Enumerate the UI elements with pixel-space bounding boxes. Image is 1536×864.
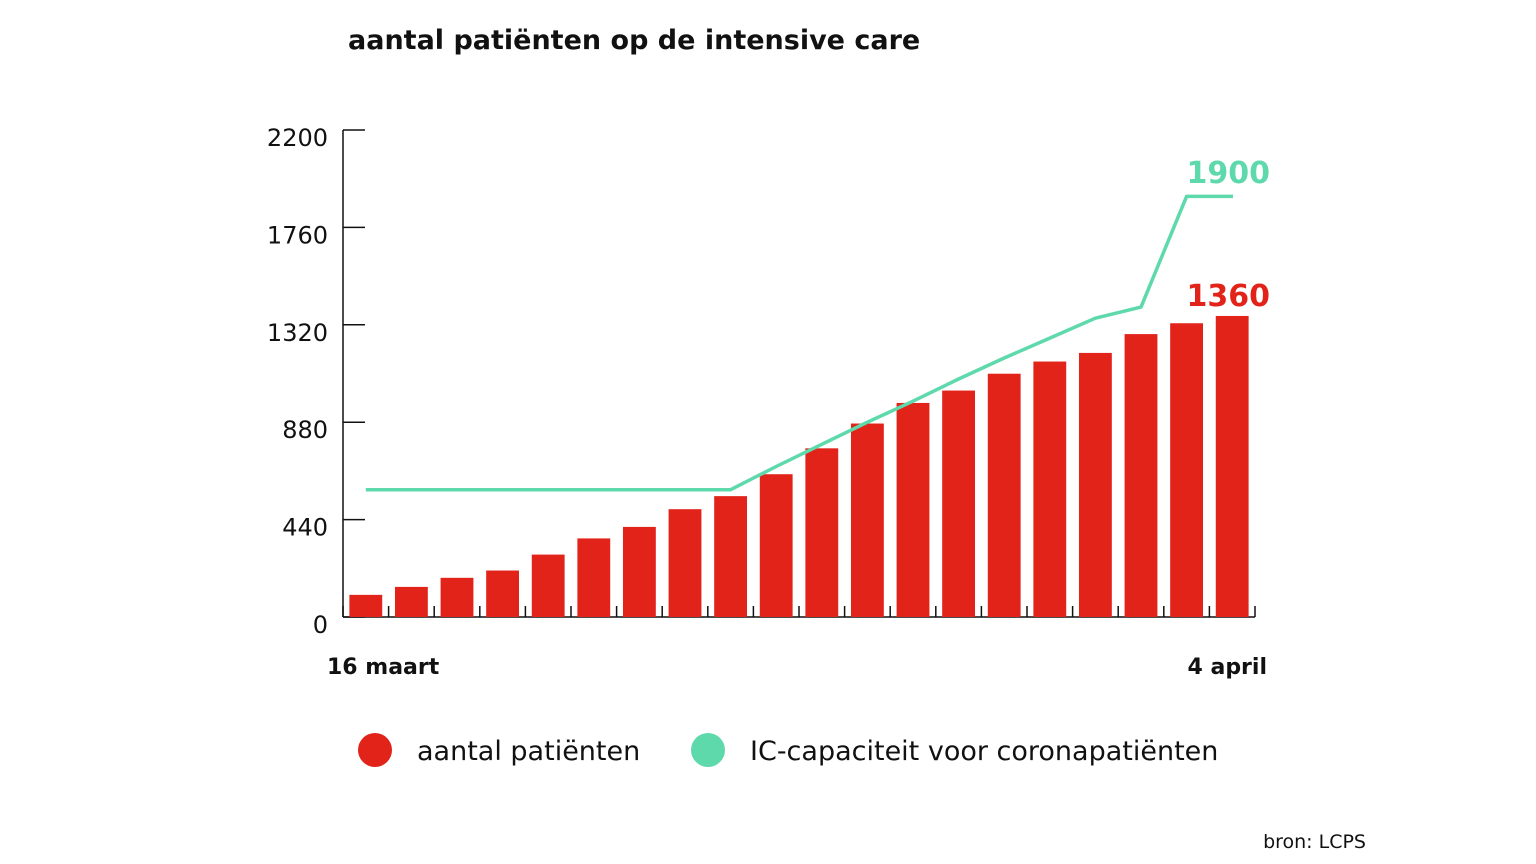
x-end-label: 4 april <box>1188 655 1268 680</box>
bar <box>1170 323 1204 617</box>
legend-bar-label: aantal patiënten <box>417 736 640 767</box>
x-start-label: 16 maart <box>327 655 440 680</box>
legend-line-marker <box>691 733 725 767</box>
bar <box>577 538 611 617</box>
bar <box>622 526 656 617</box>
y-tick-labels: 0 440 880 1320 1760 2200 <box>267 124 328 639</box>
y-tick-label: 2200 <box>267 124 328 152</box>
x-axis <box>342 606 1256 618</box>
y-tick-label: 1760 <box>267 221 328 249</box>
bar <box>1033 361 1067 617</box>
y-axis <box>342 129 365 618</box>
bar-end-label: 1360 <box>1187 279 1271 314</box>
y-tick-label: 0 <box>313 611 328 639</box>
source-label: bron: LCPS <box>1263 831 1366 853</box>
bars <box>349 315 1249 617</box>
bar <box>440 577 474 617</box>
y-tick-label: 440 <box>282 514 328 542</box>
bar <box>942 390 976 617</box>
capacity-line <box>365 194 1233 492</box>
bar <box>896 402 930 617</box>
legend-bar-marker <box>358 733 392 767</box>
bar <box>531 554 565 617</box>
capacity-series-line <box>365 194 1233 492</box>
bar <box>805 448 839 617</box>
y-tick-label: 880 <box>282 416 328 444</box>
bar <box>349 594 383 617</box>
bar <box>1078 352 1112 617</box>
y-tick-label: 1320 <box>267 319 328 347</box>
line-end-label: 1900 <box>1187 156 1271 191</box>
bar <box>668 509 702 617</box>
bar <box>714 496 748 617</box>
bar <box>1215 315 1249 617</box>
chart-title: aantal patiënten op de intensive care <box>348 25 920 56</box>
bar <box>759 474 793 617</box>
legend-line-label: IC-capaciteit voor coronapatiënten <box>750 736 1218 767</box>
bar <box>486 570 520 617</box>
bar <box>1124 334 1158 617</box>
bar <box>987 373 1021 617</box>
legend: aantal patiënten IC-capaciteit voor coro… <box>358 733 1218 767</box>
bar <box>850 423 884 617</box>
bar <box>394 586 428 617</box>
